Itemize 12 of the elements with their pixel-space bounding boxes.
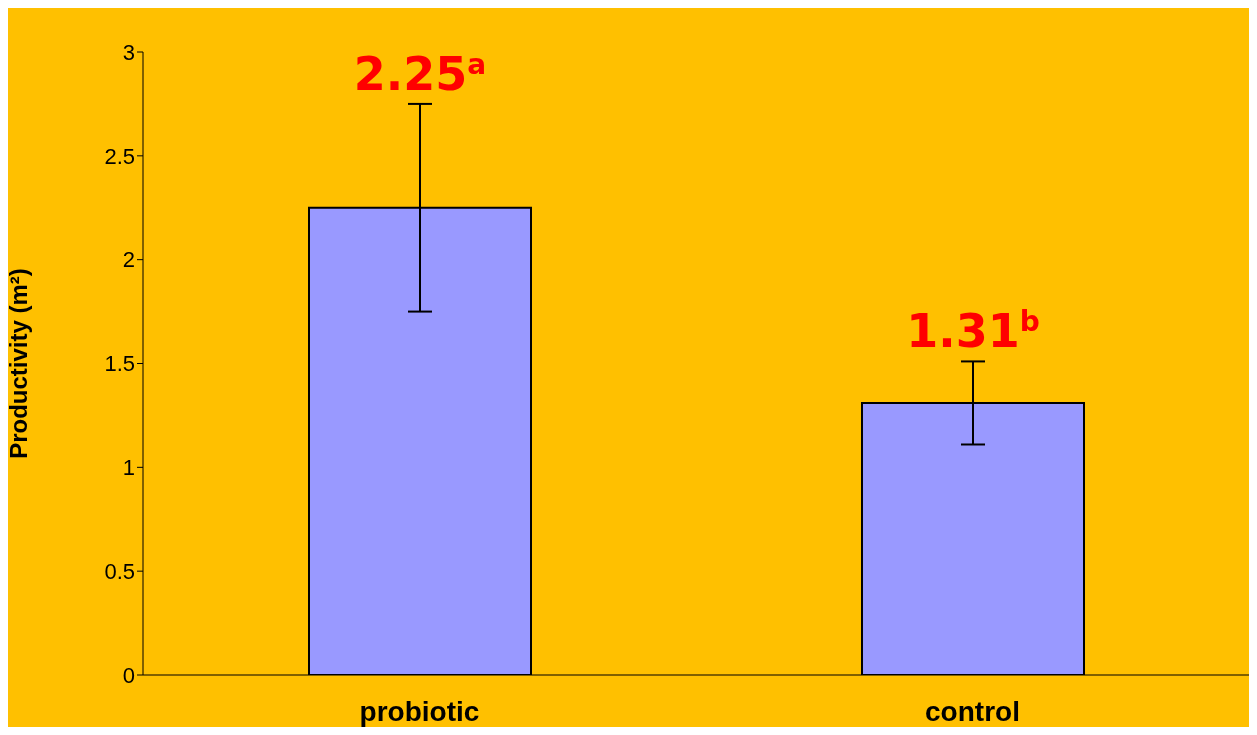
y-tick-label: 2	[122, 247, 135, 273]
x-tick-label: control	[925, 695, 1020, 727]
y-tick-label: 0.5	[104, 558, 135, 584]
y-tick-label: 0	[122, 662, 135, 688]
x-tick-label: probiotic	[359, 695, 480, 727]
y-tick-label: 3	[122, 39, 135, 65]
data-label: 1.31$^{b}$	[906, 304, 1040, 359]
y-tick-label: 1.5	[104, 351, 135, 377]
y-tick-label: 1	[122, 455, 135, 481]
data-label: 2.25$^{a}$	[353, 46, 487, 101]
y-tick-label: 2.5	[104, 143, 135, 169]
y-axis-title: Productivity (m²)	[4, 268, 32, 459]
